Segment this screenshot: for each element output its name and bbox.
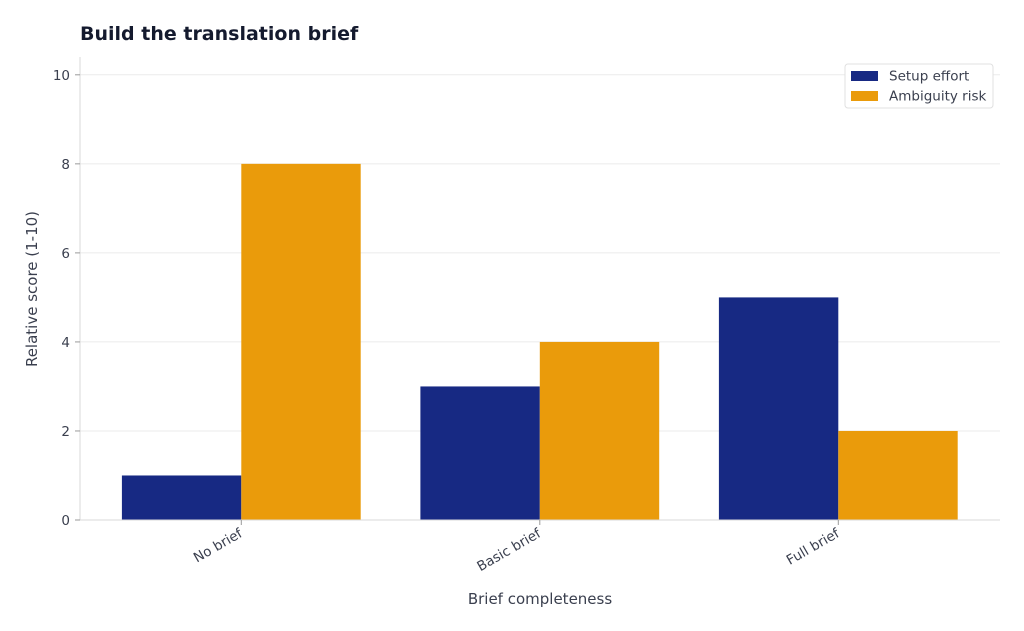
y-tick-label: 2 (61, 424, 70, 440)
y-tick-label: 0 (61, 513, 70, 529)
x-tick-labels: No brief Basic brief Full brief (191, 520, 843, 575)
y-tick-label: 8 (61, 157, 70, 173)
x-tick-label: Basic brief (474, 525, 545, 575)
legend-swatch (851, 91, 878, 101)
bar-ambiguity-risk-basic-brief (539, 341, 660, 520)
x-tick-label: No brief (191, 525, 246, 566)
legend-box (844, 63, 994, 109)
y-tick-label: 4 (61, 335, 70, 351)
y-axis-label: Relative score (1-10) (23, 211, 41, 367)
y-tick-label: 10 (53, 68, 70, 84)
legend-swatch (851, 71, 878, 81)
x-axis-label: Brief completeness (468, 590, 613, 608)
legend-label: Ambiguity risk (889, 89, 986, 105)
bar-setup-effort-basic-brief (420, 386, 540, 520)
y-tick-labels: 0 2 4 6 8 10 (53, 68, 80, 529)
bars (121, 163, 958, 520)
x-tick-label: Full brief (784, 525, 844, 569)
legend: Setup effort Ambiguity risk (844, 63, 994, 109)
bar-ambiguity-risk-no-brief (241, 163, 361, 520)
bar-setup-effort-full-brief (718, 297, 839, 520)
bar-setup-effort-no-brief (121, 475, 242, 520)
y-tick-label: 6 (61, 246, 70, 262)
bar-ambiguity-risk-full-brief (838, 430, 958, 520)
legend-label: Setup effort (889, 69, 969, 85)
chart-title: Build the translation brief (80, 23, 359, 45)
